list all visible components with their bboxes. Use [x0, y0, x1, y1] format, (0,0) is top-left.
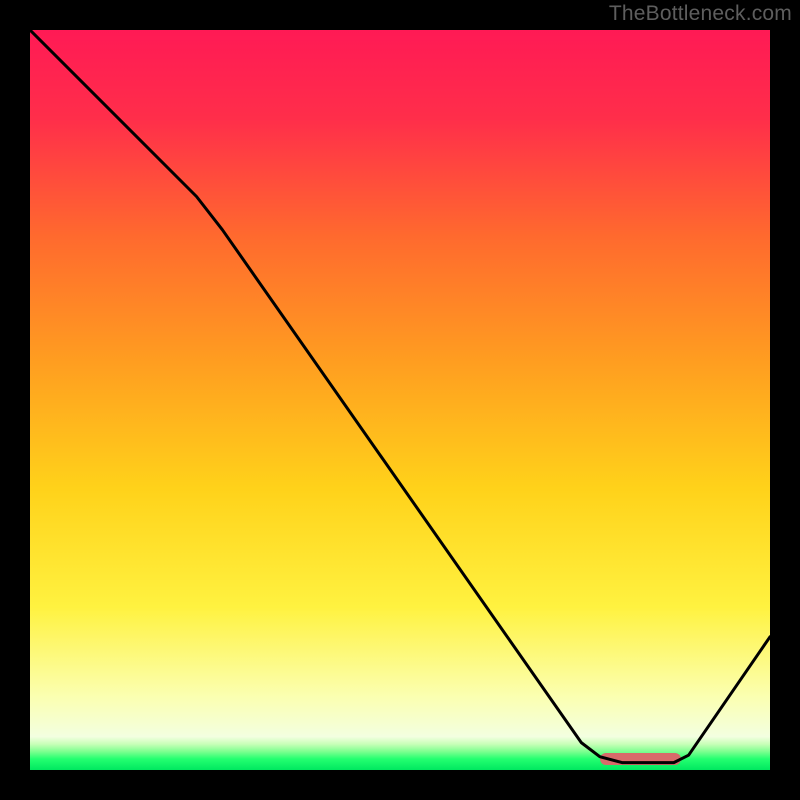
plot-area	[30, 30, 770, 770]
watermark-text: TheBottleneck.com	[609, 2, 792, 26]
bottleneck-curve	[30, 30, 770, 770]
chart-canvas: TheBottleneck.com	[0, 0, 800, 800]
